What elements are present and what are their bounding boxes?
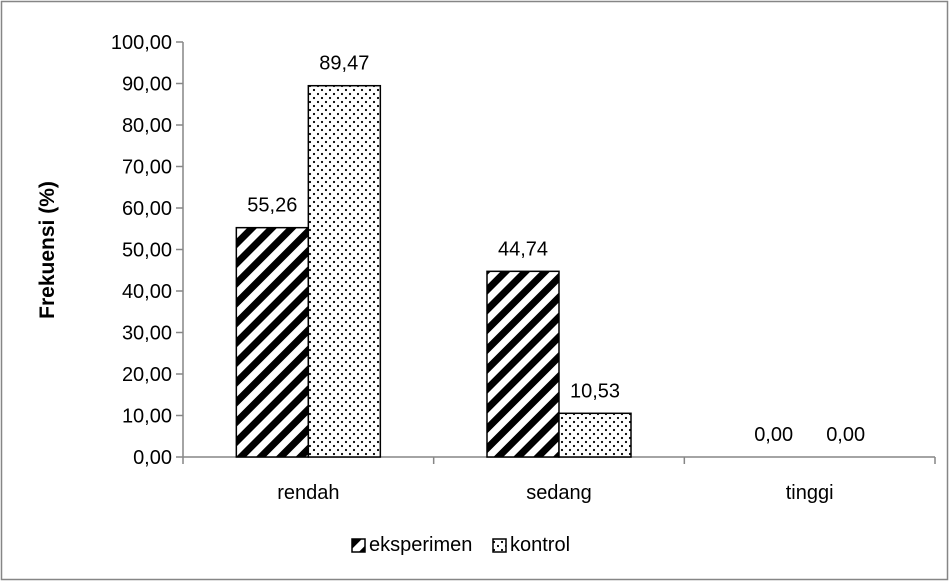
legend-label-eksperimen: eksperimen — [369, 534, 472, 556]
legend: eksperimen kontrol — [351, 534, 570, 556]
bar-kontrol-rendah — [307, 84, 382, 458]
y-tick-label: 20,00 — [122, 364, 172, 386]
legend-swatch-kontrol — [492, 538, 507, 553]
bar-kontrol-sedang — [558, 412, 632, 458]
data-label-kontrol-tinggi: 0,00 — [826, 424, 865, 446]
x-tick-label-tinggi: tinggi — [786, 482, 834, 504]
y-tick-label: 10,00 — [122, 406, 172, 428]
data-label-kontrol-sedang: 10,53 — [570, 380, 620, 402]
data-label-kontrol-rendah: 89,47 — [319, 53, 369, 75]
data-labels: 55,26 89,47 44,74 10,53 0,00 0,00 — [247, 53, 865, 446]
y-tick-label: 0,00 — [133, 447, 172, 469]
data-label-eksperimen-tinggi: 0,00 — [754, 424, 793, 446]
y-tick-label: 50,00 — [122, 240, 172, 262]
y-axis-title: Frekuensi (%) — [36, 181, 59, 319]
y-tick-label: 80,00 — [122, 115, 172, 137]
y-axis: 0,00 10,00 20,00 30,00 40,00 50,00 60,00 70,00 8… — [111, 32, 184, 469]
y-tick-label: 70,00 — [122, 157, 172, 179]
bar-eksperimen-rendah — [235, 226, 310, 458]
y-tick-label: 30,00 — [122, 323, 172, 345]
y-tick-label: 100,00 — [111, 32, 172, 54]
legend-swatch-eksperimen — [351, 538, 366, 553]
data-label-eksperimen-rendah: 55,26 — [247, 195, 297, 217]
y-tick-label: 40,00 — [122, 281, 172, 303]
y-tick-label: 60,00 — [122, 198, 172, 220]
y-tick-label: 90,00 — [122, 74, 172, 96]
bar-eksperimen-sedang — [486, 270, 560, 458]
x-tick-label-rendah: rendah — [277, 482, 339, 504]
bars — [235, 84, 632, 458]
x-tick-label-sedang: sedang — [526, 482, 592, 504]
legend-label-kontrol: kontrol — [510, 534, 570, 556]
data-label-eksperimen-sedang: 44,74 — [498, 238, 548, 260]
